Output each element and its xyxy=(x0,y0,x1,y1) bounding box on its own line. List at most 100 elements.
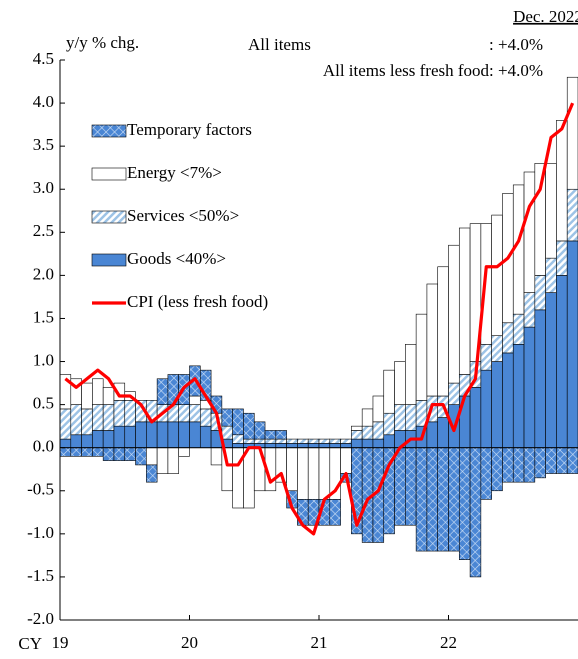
bar xyxy=(318,438,331,444)
y-tick-label: 1.5 xyxy=(33,307,54,326)
bar xyxy=(534,447,546,479)
bar xyxy=(146,464,158,483)
bar xyxy=(351,425,363,431)
bar xyxy=(92,447,104,457)
bar xyxy=(458,447,471,560)
bar xyxy=(340,447,352,474)
bar xyxy=(146,421,158,448)
bar xyxy=(523,326,536,448)
bar xyxy=(351,430,363,440)
bar xyxy=(372,421,385,440)
bar xyxy=(512,344,525,448)
bar xyxy=(502,352,514,448)
bar xyxy=(566,188,578,242)
y-tick-label: 0.5 xyxy=(33,394,54,413)
legend-swatch xyxy=(91,167,127,181)
bar xyxy=(199,425,212,448)
bar xyxy=(70,447,82,457)
bar xyxy=(156,378,169,405)
legend-label: Services <50%> xyxy=(127,206,239,225)
bar xyxy=(253,447,266,492)
y-tick-label: -1.0 xyxy=(27,523,54,542)
annotation: Dec. 2022 xyxy=(513,7,578,26)
bar xyxy=(81,447,93,457)
bar xyxy=(512,447,525,483)
bar xyxy=(102,447,115,461)
bar xyxy=(480,369,492,448)
bar xyxy=(102,404,115,431)
bar xyxy=(286,438,298,444)
bar xyxy=(415,447,428,552)
bar xyxy=(545,257,557,293)
bar xyxy=(307,438,320,444)
bar xyxy=(329,443,341,448)
bar xyxy=(523,292,536,328)
bar xyxy=(469,447,482,578)
bar xyxy=(566,76,578,190)
legend-swatch xyxy=(91,210,127,224)
y-tick-label: 1.0 xyxy=(33,350,54,369)
bar xyxy=(437,266,449,397)
legend-label: Temporary factors xyxy=(127,120,252,139)
bar xyxy=(199,408,212,427)
bar xyxy=(275,438,287,444)
bar xyxy=(92,430,104,448)
bar xyxy=(534,163,546,276)
bar xyxy=(189,395,201,405)
bar xyxy=(545,163,557,259)
bar xyxy=(448,447,460,552)
bar xyxy=(502,322,514,354)
annotation: All items xyxy=(248,35,311,54)
bar xyxy=(534,309,546,448)
bar xyxy=(275,430,287,440)
bar xyxy=(318,447,331,500)
bar xyxy=(243,447,255,509)
y-tick-label: 4.0 xyxy=(33,92,54,111)
bar xyxy=(264,443,277,448)
bar xyxy=(405,447,417,526)
bar xyxy=(178,447,190,457)
bar xyxy=(405,404,417,431)
bar xyxy=(81,434,93,448)
bar xyxy=(59,438,72,448)
bar xyxy=(405,344,417,405)
bar xyxy=(70,404,82,436)
bar xyxy=(394,447,406,526)
bar xyxy=(232,443,244,448)
bar xyxy=(491,361,503,448)
bar xyxy=(437,417,449,448)
bar xyxy=(113,447,126,461)
bar xyxy=(297,447,309,500)
bar xyxy=(480,223,492,345)
bar xyxy=(297,438,309,444)
bar xyxy=(286,443,298,448)
bar xyxy=(340,443,352,448)
bar xyxy=(124,425,136,448)
bar xyxy=(275,443,287,448)
bar xyxy=(307,443,320,448)
bar xyxy=(448,382,460,405)
bar xyxy=(297,443,309,448)
bar xyxy=(372,438,385,448)
bar xyxy=(491,447,503,492)
bar xyxy=(167,421,180,448)
y-tick-label: 4.5 xyxy=(33,49,54,68)
bar xyxy=(361,425,374,440)
y-tick-label: -2.0 xyxy=(27,609,54,628)
bar xyxy=(92,404,104,431)
bar xyxy=(59,447,72,457)
y-tick-label: 2.5 xyxy=(33,221,54,240)
bar xyxy=(318,443,331,448)
y-tick-label: 3.0 xyxy=(33,178,54,197)
legend-label: Energy <7%> xyxy=(127,163,222,182)
bar xyxy=(286,447,298,492)
bar xyxy=(113,425,126,448)
bar xyxy=(372,395,385,423)
bar xyxy=(81,382,93,410)
y-tick-label: 3.5 xyxy=(33,135,54,154)
bar xyxy=(264,438,277,444)
bar xyxy=(178,421,190,448)
bar xyxy=(307,447,320,500)
bar xyxy=(523,447,536,483)
bar xyxy=(329,438,341,444)
